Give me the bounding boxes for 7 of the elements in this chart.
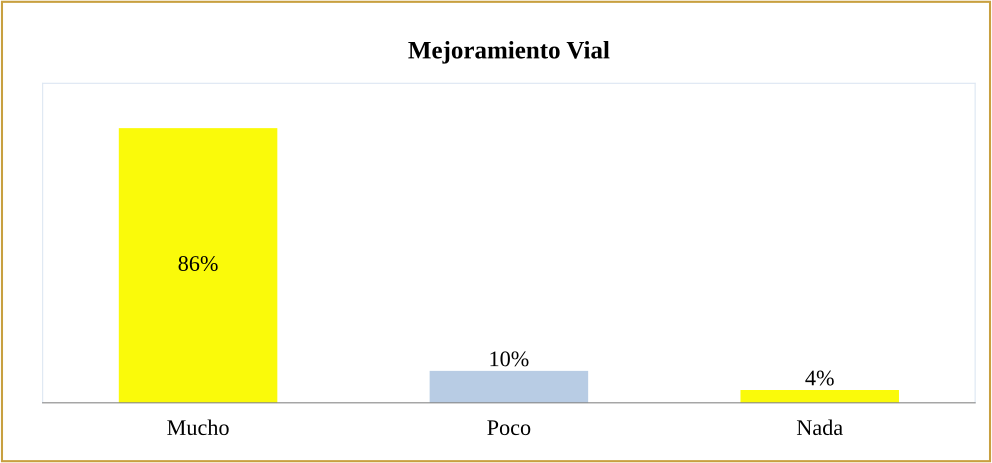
data-label: 4%	[805, 370, 834, 386]
x-tick-label: Poco	[487, 420, 530, 436]
data-label: 10%	[490, 351, 529, 366]
chart-title: Mejoramiento Vial	[408, 40, 610, 64]
x-tick-label: Mucho	[167, 419, 229, 436]
data-label: 86%	[178, 256, 218, 272]
x-tick-label: Nada	[796, 419, 843, 436]
